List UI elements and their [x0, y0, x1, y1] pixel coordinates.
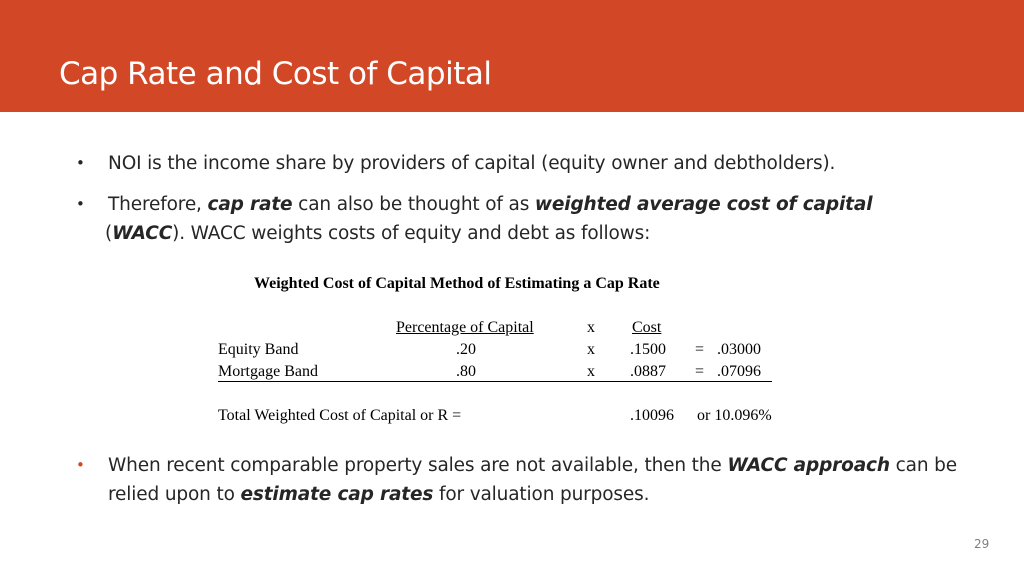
slide-title: Cap Rate and Cost of Capital: [59, 56, 492, 92]
row-label: Equity Band: [218, 341, 299, 358]
bullet-marker: •: [76, 195, 85, 213]
row-pct: .20: [456, 341, 476, 358]
total-label: Total Weighted Cost of Capital or R =: [218, 407, 462, 424]
bullet-1-text: NOI is the income share by providers of …: [108, 153, 836, 174]
row-eq: =: [695, 363, 705, 380]
bullet-marker: •: [76, 456, 85, 474]
row-result: .03000: [717, 341, 761, 358]
row-label: Mortgage Band: [218, 363, 318, 380]
table-title: Weighted Cost of Capital Method of Estim…: [254, 275, 660, 292]
header-x: x: [587, 319, 595, 336]
page-number: 29: [974, 537, 990, 551]
row-underline: [218, 381, 772, 382]
row-cost: .0887: [630, 363, 666, 380]
row-x: x: [587, 341, 595, 358]
bullet-2-text: Therefore, cap rate can also be thought …: [105, 194, 873, 244]
bullet-marker: •: [76, 154, 85, 172]
row-eq: =: [695, 341, 705, 358]
total-value: .10096: [630, 407, 674, 424]
header-cost: Cost: [632, 319, 662, 336]
wacc-table: Weighted Cost of Capital Method of Estim…: [210, 270, 810, 430]
title-bar: Cap Rate and Cost of Capital: [0, 0, 1024, 112]
row-x: x: [587, 363, 595, 380]
row-cost: .1500: [630, 341, 666, 358]
total-percent: or 10.096%: [697, 407, 772, 424]
row-result: .07096: [717, 363, 761, 380]
bullet-3-text: When recent comparable property sales ar…: [108, 455, 957, 505]
header-percentage: Percentage of Capital: [396, 319, 534, 336]
row-pct: .80: [456, 363, 476, 380]
